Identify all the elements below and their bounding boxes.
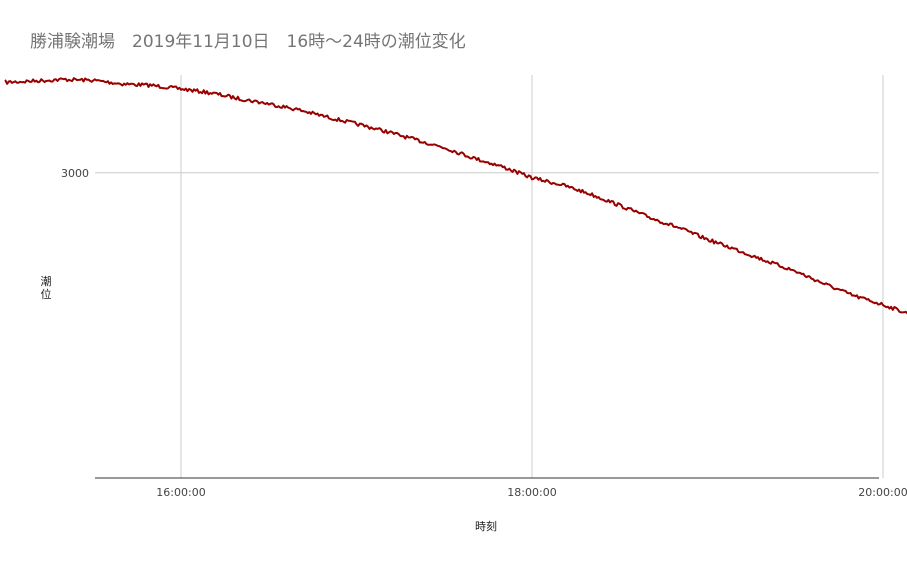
y-tick-label: 3000	[61, 167, 89, 180]
series-line	[4, 77, 907, 315]
x-axis-title: 時刻	[475, 519, 497, 533]
x-tick-label: 16:00:00	[156, 486, 205, 499]
chart-title: 勝浦験潮場 2019年11月10日 16時～24時の潮位変化	[30, 32, 466, 52]
x-tick-label: 20:00:00	[858, 486, 907, 499]
y-axis-title: 潮位	[41, 274, 52, 301]
x-tick-label: 18:00:00	[507, 486, 556, 499]
